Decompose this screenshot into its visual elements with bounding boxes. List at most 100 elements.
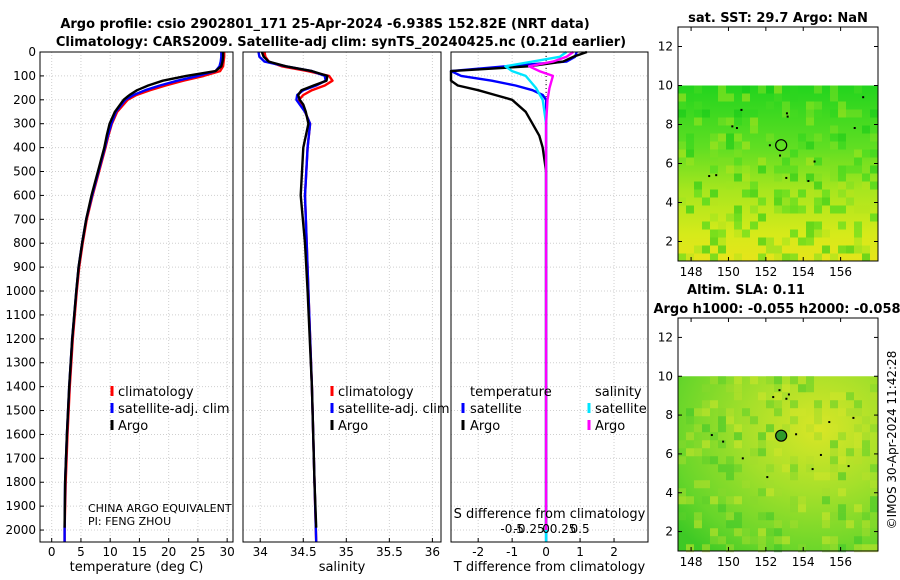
diff-frame	[450, 51, 649, 543]
sst-cell	[742, 165, 750, 174]
sst-cell	[790, 93, 798, 102]
sst-cell	[686, 157, 694, 166]
sla-cell	[862, 512, 870, 521]
depth-tick-label: 1900	[5, 499, 36, 513]
sla-cell	[870, 544, 878, 553]
sst-cell	[686, 253, 694, 262]
sla-cell	[734, 496, 742, 505]
sla-ytick-label: 4	[665, 486, 673, 500]
sla-cell	[702, 496, 710, 505]
sla-speck	[811, 468, 814, 471]
sla-cell	[694, 480, 702, 489]
sla-cell	[806, 424, 814, 433]
sla-cell	[758, 528, 766, 537]
sla-speck	[710, 434, 713, 437]
sst-cell	[694, 101, 702, 110]
sla-cell	[710, 536, 718, 545]
sst-cell	[830, 109, 838, 118]
sst-cell	[726, 133, 734, 142]
sst-cell	[782, 253, 790, 262]
sla-cell	[766, 400, 774, 409]
sla-cell	[798, 544, 806, 553]
sla-cell	[798, 504, 806, 513]
sst-cell	[734, 229, 742, 238]
sla-cell	[838, 456, 846, 465]
depth-tick-label: 900	[13, 260, 36, 274]
sst-cell	[854, 229, 862, 238]
sla-speck	[819, 453, 822, 456]
sla-cell	[870, 392, 878, 401]
sla-cell	[718, 440, 726, 449]
sst-cell	[806, 157, 814, 166]
sal-xtick-label: 34	[253, 545, 268, 559]
sla-cell	[790, 472, 798, 481]
sla-speck	[778, 389, 781, 392]
sla-ytick-label: 6	[665, 447, 673, 461]
sst-cell	[686, 93, 694, 102]
sla-cell	[774, 384, 782, 393]
sla-cell	[766, 376, 774, 385]
sla-cell	[694, 448, 702, 457]
sla-cell	[694, 408, 702, 417]
sla-cell	[798, 376, 806, 385]
sst-cell	[734, 221, 742, 230]
sst-cell	[822, 197, 830, 206]
sla-cell	[830, 448, 838, 457]
sla-cell	[758, 448, 766, 457]
sst-cell	[742, 173, 750, 182]
sla-cell	[806, 464, 814, 473]
sla-cell	[686, 496, 694, 505]
diff-stick-label: -0.25	[514, 522, 545, 536]
sla-cell	[774, 448, 782, 457]
sla-cell	[830, 464, 838, 473]
depth-tick-label: 600	[13, 188, 36, 202]
sst-cell	[806, 189, 814, 198]
depth-tick-label: 1100	[5, 308, 36, 322]
sla-cell	[814, 472, 822, 481]
sst-cell	[678, 149, 686, 158]
sst-cell	[846, 109, 854, 118]
sst-cell	[814, 229, 822, 238]
sst-cell	[726, 141, 734, 150]
sst-speck	[731, 125, 734, 128]
sla-cell	[830, 536, 838, 545]
sla-cell	[686, 416, 694, 425]
sla-cell	[790, 408, 798, 417]
sla-float-marker	[775, 429, 788, 442]
sla-cell	[758, 440, 766, 449]
diff-legend-t-label: temperature	[470, 385, 552, 400]
sal-xtick-label: 35	[339, 545, 354, 559]
temp-legend-label: Argo	[118, 419, 148, 434]
sst-cell	[822, 229, 830, 238]
depth-tick-label: 1200	[5, 332, 36, 346]
sla-cell	[726, 464, 734, 473]
sst-cell	[830, 205, 838, 214]
sst-cell	[710, 141, 718, 150]
sst-cell	[766, 85, 774, 94]
sla-cell	[782, 464, 790, 473]
sla-cell	[726, 520, 734, 529]
sst-cell	[838, 109, 846, 118]
sla-cell	[678, 512, 686, 521]
sst-cell	[726, 213, 734, 222]
sla-cell	[774, 544, 782, 553]
sst-cell	[742, 189, 750, 198]
sla-cell	[838, 432, 846, 441]
sst-cell	[854, 85, 862, 94]
temp-xtick-label: 0	[48, 545, 56, 559]
sla-cell	[798, 408, 806, 417]
sla-cell	[742, 528, 750, 537]
sst-cell	[726, 165, 734, 174]
sst-cell	[734, 133, 742, 142]
depth-tick-label: 1400	[5, 380, 36, 394]
sla-cell	[870, 504, 878, 513]
sst-cell	[814, 109, 822, 118]
sal-xtick-label: 34.5	[290, 545, 317, 559]
sla-cell	[734, 424, 742, 433]
sst-cell	[718, 237, 726, 246]
sst-cell	[854, 157, 862, 166]
temp-xlabel: temperature (deg C)	[70, 560, 204, 575]
sst-cell	[678, 253, 686, 262]
sla-ytick-label: 12	[658, 330, 673, 344]
sla-cell	[758, 536, 766, 545]
